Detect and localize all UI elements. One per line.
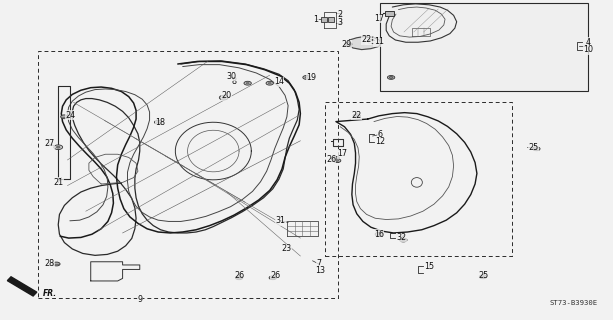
- Circle shape: [269, 276, 276, 280]
- Text: 25: 25: [478, 271, 488, 280]
- Text: 26: 26: [271, 271, 281, 280]
- Bar: [385, 11, 394, 16]
- Circle shape: [332, 156, 340, 160]
- Text: ST73-B3930E: ST73-B3930E: [549, 300, 598, 306]
- Text: 14: 14: [274, 77, 284, 86]
- Circle shape: [356, 115, 358, 116]
- Text: 4: 4: [586, 38, 591, 47]
- Text: 15: 15: [424, 262, 434, 271]
- Circle shape: [219, 95, 228, 100]
- Text: 6: 6: [378, 130, 383, 139]
- Text: 19: 19: [306, 73, 316, 82]
- Text: 9: 9: [137, 295, 142, 304]
- Text: 20: 20: [222, 92, 232, 100]
- Bar: [380, 3, 588, 91]
- Text: 24: 24: [66, 111, 75, 120]
- Circle shape: [268, 83, 271, 84]
- Bar: [321, 17, 327, 21]
- Circle shape: [335, 158, 337, 159]
- Circle shape: [157, 122, 159, 123]
- Bar: [38, 51, 338, 298]
- Polygon shape: [347, 36, 381, 50]
- Text: 28: 28: [44, 259, 54, 268]
- Circle shape: [345, 42, 352, 46]
- Text: 12: 12: [375, 137, 385, 146]
- Text: 27: 27: [44, 140, 54, 148]
- Text: 17: 17: [337, 149, 347, 158]
- Text: 29: 29: [341, 40, 351, 49]
- Text: 32: 32: [397, 233, 406, 242]
- Text: 11: 11: [374, 37, 384, 46]
- Circle shape: [336, 160, 338, 161]
- Circle shape: [389, 76, 393, 78]
- Circle shape: [353, 114, 360, 118]
- Text: 21: 21: [53, 178, 63, 187]
- Circle shape: [244, 81, 251, 85]
- Text: 25: 25: [528, 143, 538, 152]
- Text: 18: 18: [156, 118, 166, 127]
- Text: 2: 2: [338, 10, 343, 19]
- Circle shape: [56, 146, 60, 148]
- Text: 26: 26: [326, 156, 336, 164]
- Circle shape: [305, 77, 308, 78]
- Circle shape: [235, 276, 243, 280]
- Text: 23: 23: [282, 244, 292, 253]
- Circle shape: [266, 81, 273, 85]
- Circle shape: [479, 275, 487, 279]
- Circle shape: [378, 234, 380, 235]
- Text: 26: 26: [234, 271, 244, 280]
- Circle shape: [402, 239, 405, 241]
- Text: 22: 22: [352, 111, 362, 120]
- Text: 16: 16: [374, 230, 384, 239]
- Circle shape: [482, 276, 484, 277]
- Text: 17: 17: [374, 14, 384, 23]
- Circle shape: [533, 147, 540, 151]
- Text: 31: 31: [276, 216, 286, 225]
- Bar: [325, 102, 512, 256]
- Polygon shape: [7, 277, 37, 296]
- Text: FR.: FR.: [43, 289, 57, 298]
- Circle shape: [246, 83, 249, 84]
- Circle shape: [54, 145, 63, 149]
- Circle shape: [154, 120, 162, 124]
- Circle shape: [53, 262, 60, 266]
- Circle shape: [222, 97, 226, 99]
- Text: 13: 13: [316, 266, 326, 275]
- Text: 10: 10: [584, 45, 593, 54]
- Circle shape: [400, 238, 407, 242]
- Circle shape: [535, 148, 538, 149]
- Bar: [328, 17, 334, 21]
- Text: 7: 7: [316, 260, 321, 268]
- Text: 8: 8: [232, 77, 237, 86]
- Circle shape: [387, 76, 395, 79]
- Circle shape: [303, 76, 310, 79]
- Text: 22: 22: [362, 36, 371, 44]
- Text: 1: 1: [313, 15, 318, 24]
- Circle shape: [61, 115, 68, 119]
- Circle shape: [375, 232, 383, 236]
- Text: 3: 3: [338, 18, 343, 27]
- Circle shape: [333, 159, 341, 163]
- Text: 30: 30: [227, 72, 237, 81]
- Text: 5: 5: [365, 36, 370, 44]
